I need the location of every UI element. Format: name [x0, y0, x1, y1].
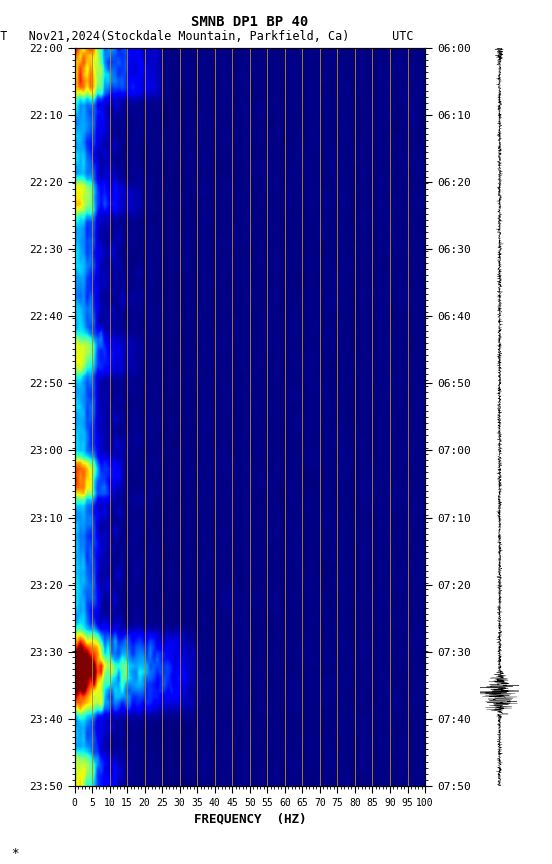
Text: *: *	[11, 847, 19, 860]
X-axis label: FREQUENCY  (HZ): FREQUENCY (HZ)	[194, 812, 306, 825]
Text: PST   Nov21,2024(Stockdale Mountain, Parkfield, Ca)      UTC: PST Nov21,2024(Stockdale Mountain, Parkf…	[0, 30, 414, 43]
Text: SMNB DP1 BP 40: SMNB DP1 BP 40	[191, 15, 309, 29]
